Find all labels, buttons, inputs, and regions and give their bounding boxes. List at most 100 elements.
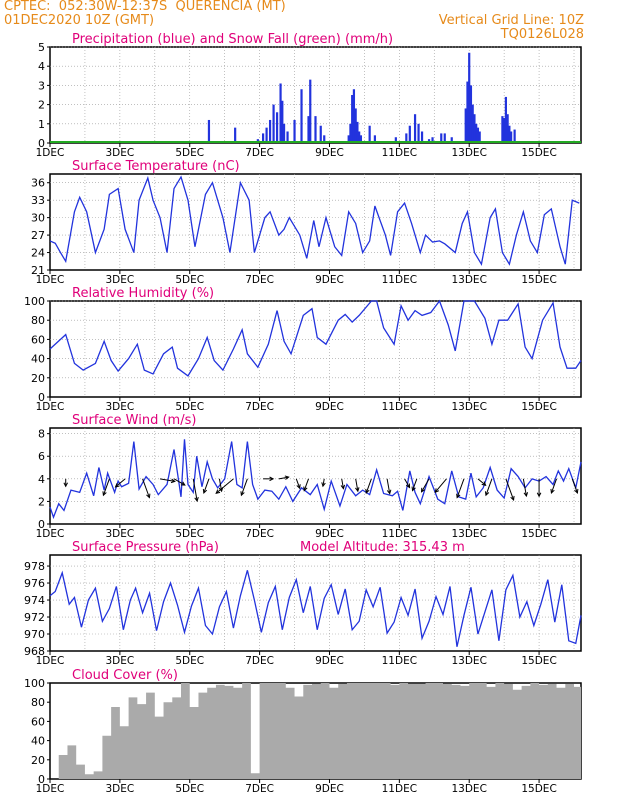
rh-xtick-label: 5DEC bbox=[175, 401, 204, 413]
wind-ytick-label: 8 bbox=[38, 428, 45, 441]
wind-vector bbox=[522, 478, 527, 497]
rh-ytick-label: 40 bbox=[31, 353, 45, 366]
rh-series-line bbox=[49, 299, 582, 377]
precip-bar bbox=[282, 123, 286, 143]
precip-bar bbox=[450, 137, 453, 143]
rh-frame bbox=[49, 300, 582, 398]
precip-bar bbox=[468, 52, 471, 144]
temp-ytick-label: 21 bbox=[31, 264, 45, 277]
precip-ytick-label: 3 bbox=[38, 79, 45, 92]
precip-bar bbox=[501, 116, 504, 143]
wind-vector-head bbox=[550, 488, 555, 494]
precip-bar bbox=[358, 131, 361, 143]
precip-bar bbox=[352, 89, 356, 143]
precip-bar bbox=[314, 116, 317, 143]
precip-bar bbox=[394, 137, 397, 143]
precip-bar bbox=[356, 121, 359, 143]
precip-bar bbox=[476, 127, 480, 143]
precip-bar bbox=[261, 133, 265, 143]
cloud-xtick-label: 5DEC bbox=[175, 783, 204, 795]
wind-ytick-label: 6 bbox=[38, 450, 45, 463]
precip-bar bbox=[347, 135, 350, 143]
cloud-xtick-label: 3DEC bbox=[106, 783, 135, 795]
wind-vector-head bbox=[321, 482, 326, 488]
wind-vector bbox=[102, 478, 110, 496]
wind-vector-head bbox=[63, 482, 68, 488]
precip-ytick-label: 4 bbox=[38, 60, 45, 73]
cloud-ytick-label: 60 bbox=[31, 715, 45, 728]
wind-vector-head bbox=[303, 486, 308, 492]
wind-vector-head bbox=[146, 493, 151, 499]
cloud-cover-area bbox=[50, 683, 581, 779]
rh-xtick-label: 1DEC bbox=[36, 401, 65, 413]
precip-bar bbox=[471, 104, 474, 143]
precip-bar bbox=[466, 81, 469, 143]
cloud-ytick-label: 100 bbox=[24, 677, 45, 690]
cloud-title: Cloud Cover (%) bbox=[72, 668, 178, 683]
precip-bar bbox=[286, 131, 289, 143]
temp-ytick-label: 36 bbox=[31, 177, 45, 190]
precip-bar bbox=[373, 135, 376, 143]
wind-vector-head bbox=[481, 481, 487, 486]
precip-xtick-label: 13DEC bbox=[451, 147, 486, 159]
temp-series-line bbox=[49, 175, 580, 266]
precip-panel bbox=[47, 46, 582, 147]
precip-bar bbox=[513, 129, 516, 143]
wind-ytick-label: 4 bbox=[38, 473, 45, 486]
precip-bar bbox=[464, 108, 467, 143]
precip-bar bbox=[478, 131, 481, 143]
temp-xtick-label: 13DEC bbox=[451, 274, 486, 286]
rh-panel bbox=[47, 299, 582, 401]
precip-bar bbox=[405, 133, 408, 143]
wind-vector bbox=[303, 478, 309, 491]
precip-bar bbox=[417, 123, 420, 143]
wind-vector bbox=[434, 478, 447, 493]
precip-bar bbox=[265, 127, 268, 143]
precip-bar bbox=[300, 89, 303, 143]
temp-xtick-label: 1DEC bbox=[36, 274, 65, 286]
wind-vector-head bbox=[456, 493, 461, 499]
wind-vector bbox=[421, 478, 430, 493]
wind-xtick-label: 9DEC bbox=[315, 528, 344, 540]
precip-bar bbox=[408, 125, 411, 143]
wind-vector-head bbox=[536, 492, 542, 498]
wind-vector-head bbox=[114, 482, 120, 488]
precip-xtick-label: 3DEC bbox=[106, 147, 135, 159]
wind-panel bbox=[47, 427, 582, 528]
wind-vector bbox=[215, 478, 234, 494]
rh-ytick-label: 0 bbox=[38, 391, 45, 404]
temp-ytick-label: 27 bbox=[31, 229, 45, 242]
pres-xtick-label: 3DEC bbox=[106, 655, 135, 667]
temp-panel bbox=[47, 173, 582, 274]
pres-title: Surface Pressure (hPa) bbox=[72, 540, 219, 555]
wind-vector-head bbox=[523, 492, 529, 498]
rh-xtick-label: 11DEC bbox=[382, 401, 417, 413]
wind-xtick-label: 7DEC bbox=[245, 528, 274, 540]
header-code: TQ0126L028 bbox=[500, 27, 584, 42]
wind-xtick-label: 13DEC bbox=[451, 528, 486, 540]
precip-bar bbox=[207, 119, 211, 143]
wind-vector bbox=[550, 478, 558, 494]
wind-vector-head bbox=[365, 488, 370, 494]
rh-xtick-label: 7DEC bbox=[245, 401, 274, 413]
temp-title: Surface Temperature (nC) bbox=[72, 159, 240, 174]
wind-vector-head bbox=[194, 497, 199, 503]
precip-bar bbox=[510, 131, 513, 143]
cloud-xtick-label: 15DEC bbox=[521, 783, 556, 795]
pres-ytick-label: 974 bbox=[24, 594, 45, 607]
precip-bar bbox=[420, 131, 424, 143]
temp-ytick-label: 30 bbox=[31, 212, 45, 225]
pres-xtick-label: 11DEC bbox=[382, 655, 417, 667]
precip-bar bbox=[351, 95, 354, 143]
wind-vector-head bbox=[202, 488, 208, 494]
temp-ytick-label: 24 bbox=[31, 247, 45, 260]
precip-bar bbox=[469, 85, 473, 143]
pres-xtick-label: 13DEC bbox=[451, 655, 486, 667]
wind-vector bbox=[278, 476, 289, 480]
temp-ytick-label: 33 bbox=[31, 194, 45, 207]
wind-vector-head bbox=[340, 484, 346, 490]
wind-vector bbox=[203, 478, 210, 494]
cloud-panel bbox=[47, 682, 582, 783]
wind-vector-head bbox=[240, 491, 245, 497]
wind-vector-head bbox=[355, 487, 360, 493]
